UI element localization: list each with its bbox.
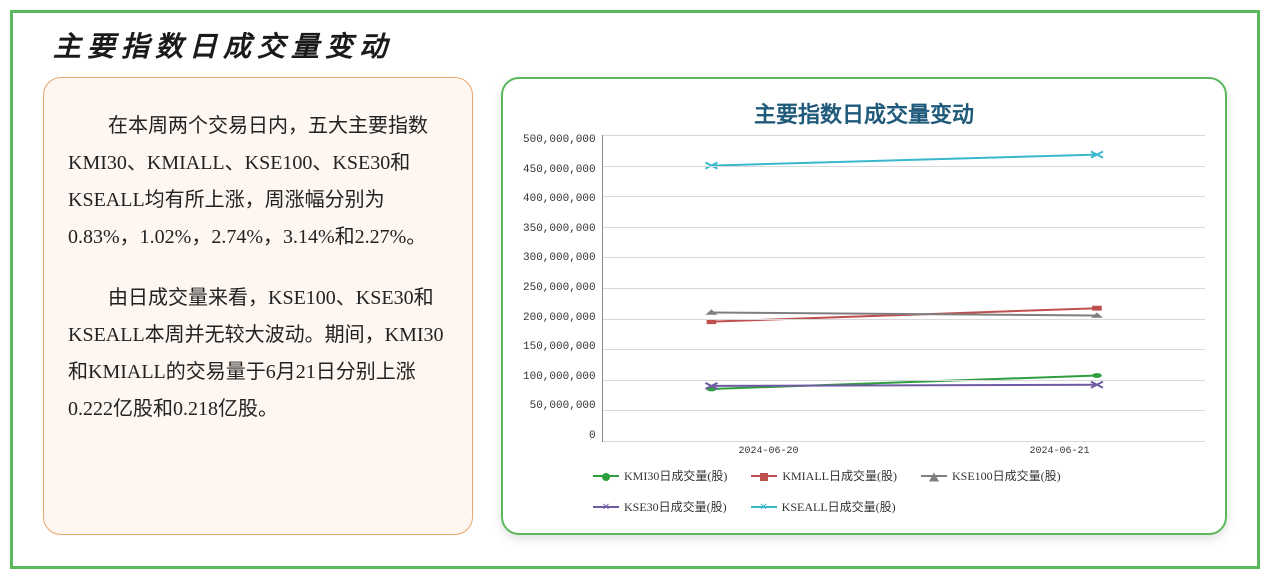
y-tick-label: 150,000,000 [523,342,596,353]
legend-swatch: × [593,506,619,508]
gridline [603,288,1205,289]
paragraph-2: 由日成交量来看，KSE100、KSE30和KSEALL本周并无较大波动。期间，K… [68,280,448,428]
legend-label: KMIALL日成交量(股) [782,467,897,484]
legend-swatch [593,475,619,477]
plot-area [602,135,1205,442]
chart-title: 主要指数日成交量变动 [523,97,1205,129]
gridline [603,319,1205,320]
legend-item: KSE100日成交量(股) [921,467,1061,484]
page-title: 主要指数日成交量变动 [53,25,1227,65]
series-line [711,385,1097,386]
gridline [603,380,1205,381]
gridline [603,166,1205,167]
x-tick-label: 2024-06-21 [1029,446,1089,457]
outer-frame: 主要指数日成交量变动 在本周两个交易日内，五大主要指数KMI30、KMIALL、… [10,10,1260,569]
y-tick-label: 500,000,000 [523,135,596,146]
legend-item: KMIALL日成交量(股) [751,467,897,484]
legend-marker-icon: × [602,504,610,512]
y-tick-label: 0 [589,431,596,442]
content-row: 在本周两个交易日内，五大主要指数KMI30、KMIALL、KSE100、KSE3… [43,77,1227,537]
legend-swatch [751,475,777,477]
gridline [603,196,1205,197]
legend-label: KSE30日成交量(股) [624,498,727,515]
series-line [711,155,1097,166]
plot-wrap: 500,000,000 450,000,000 400,000,000 350,000… [523,135,1205,442]
legend-marker-icon [760,473,768,481]
y-tick-label: 350,000,000 [523,224,596,235]
chart-panel: 主要指数日成交量变动 500,000,000 450,000,000 400,000… [501,77,1227,535]
series-marker [1092,373,1102,378]
legend-label: KSE100日成交量(股) [952,467,1061,484]
y-tick-label: 300,000,000 [523,253,596,264]
legend-swatch [921,475,947,477]
gridline [603,441,1205,442]
y-tick-label: 450,000,000 [523,165,596,176]
legend-item: × KSEALL日成交量(股) [751,498,896,515]
gridline [603,257,1205,258]
chart-legend: KMI30日成交量(股) KMIALL日成交量(股) KSE100日成交量(股) × K… [523,457,1205,519]
legend-item: KMI30日成交量(股) [593,467,727,484]
y-tick-label: 250,000,000 [523,283,596,294]
y-axis-labels: 500,000,000 450,000,000 400,000,000 350,000… [523,135,602,442]
paragraph-1: 在本周两个交易日内，五大主要指数KMI30、KMIALL、KSE100、KSE3… [68,108,448,256]
legend-marker-icon [929,472,939,481]
legend-marker-icon: × [760,504,768,512]
x-tick-label: 2024-06-20 [738,446,798,457]
legend-label: KMI30日成交量(股) [624,467,727,484]
gridline [603,349,1205,350]
series-marker [706,319,716,324]
legend-swatch: × [751,506,777,508]
y-tick-label: 200,000,000 [523,313,596,324]
x-axis-labels: 2024-06-20 2024-06-21 [523,446,1205,457]
series-marker [1092,306,1102,311]
series-line [711,376,1097,389]
y-tick-label: 100,000,000 [523,372,596,383]
text-panel: 在本周两个交易日内，五大主要指数KMI30、KMIALL、KSE100、KSE3… [43,77,473,535]
gridline [603,135,1205,136]
gridline [603,410,1205,411]
legend-label: KSEALL日成交量(股) [782,498,896,515]
gridline [603,227,1205,228]
y-tick-label: 50,000,000 [530,401,596,412]
legend-item: × KSE30日成交量(股) [593,498,727,515]
legend-marker-icon [602,473,610,481]
y-tick-label: 400,000,000 [523,194,596,205]
